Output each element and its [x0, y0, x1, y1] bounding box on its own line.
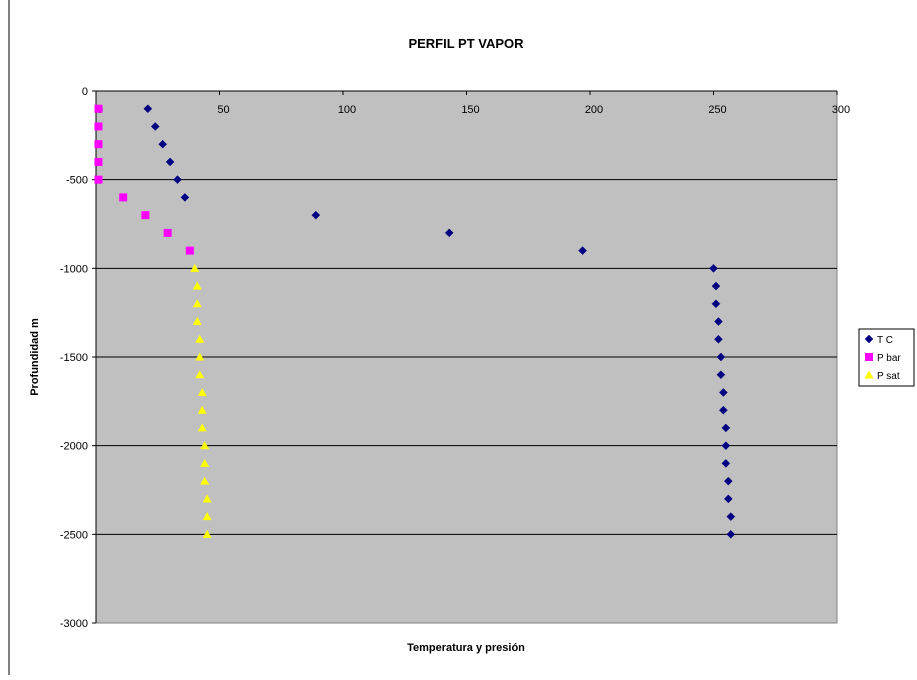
data-point — [150, 122, 160, 131]
chart-title: PERFIL PT VAPOR — [408, 36, 524, 51]
x-axis-label: Temperatura y presión — [407, 642, 525, 654]
series-p-bar — [94, 104, 194, 255]
data-point — [197, 405, 207, 414]
x-tick-label: 100 — [338, 104, 356, 116]
data-point — [714, 317, 723, 326]
y-axis-label: Profundidad m — [29, 318, 41, 396]
data-point — [163, 228, 172, 237]
x-tick-label: 50 — [217, 104, 229, 116]
data-point — [202, 494, 212, 503]
data-point — [143, 104, 153, 114]
legend: T C P bar P sat — [858, 328, 915, 387]
y-tick-label: -2500 — [60, 529, 88, 541]
y-tick-label: -1500 — [60, 352, 88, 364]
x-tick-label: 300 — [832, 104, 850, 116]
data-point — [195, 334, 205, 343]
data-point — [714, 334, 723, 344]
legend-label-p-sat: P sat — [877, 371, 900, 382]
legend-label-p-bar: P bar — [877, 353, 901, 364]
data-point — [716, 370, 726, 380]
y-tick-label: -1000 — [60, 263, 88, 275]
data-point — [94, 122, 103, 131]
data-point — [723, 476, 733, 486]
y-tick-label: -2000 — [60, 441, 88, 453]
data-point — [200, 458, 210, 467]
data-point — [195, 352, 205, 361]
legend-label-t-c: T C — [877, 335, 893, 346]
data-point — [709, 263, 718, 273]
data-point — [94, 175, 103, 184]
legend-marker-p-sat — [864, 370, 874, 379]
data-point — [190, 263, 200, 272]
data-point — [195, 370, 205, 379]
data-point — [197, 387, 207, 396]
data-point — [192, 317, 202, 326]
data-point — [726, 529, 736, 539]
data-point — [119, 193, 128, 202]
data-point — [192, 281, 202, 290]
data-point — [726, 512, 736, 521]
data-point — [180, 193, 190, 202]
data-point — [311, 210, 321, 220]
x-tick-label: 250 — [708, 104, 726, 116]
data-point — [719, 405, 728, 415]
tick-labels: 0501001502002503000-500-1000-1500-2000-2… — [60, 86, 850, 630]
legend-marker-p-bar — [865, 353, 873, 361]
data-point — [141, 211, 150, 220]
data-point — [200, 476, 210, 485]
y-tick-label: -500 — [66, 175, 88, 187]
data-point — [721, 423, 731, 433]
grid-lines — [96, 179, 837, 535]
data-point — [723, 494, 733, 504]
data-point — [94, 140, 103, 149]
data-point — [185, 246, 194, 255]
data-point — [158, 139, 168, 149]
x-tick-label: 150 — [461, 104, 479, 116]
series-p-sat — [190, 263, 212, 538]
data-point — [716, 352, 726, 362]
legend-marker-t-c — [864, 334, 874, 344]
data-point — [165, 157, 175, 167]
legend-markers — [864, 334, 874, 379]
data-point — [578, 246, 587, 255]
data-point — [202, 512, 212, 521]
data-series — [94, 104, 736, 539]
data-point — [200, 441, 210, 450]
data-point — [721, 441, 731, 451]
data-point — [197, 423, 207, 432]
data-point — [721, 459, 731, 468]
y-tick-label: 0 — [82, 86, 88, 98]
data-point — [94, 104, 103, 113]
data-point — [444, 228, 454, 238]
data-point — [711, 299, 721, 309]
data-point — [94, 157, 103, 166]
x-tick-label: 200 — [585, 104, 603, 116]
data-point — [719, 388, 728, 397]
y-tick-label: -3000 — [60, 618, 88, 630]
data-point — [711, 281, 721, 291]
data-point — [173, 175, 182, 185]
series-t-c — [143, 104, 736, 539]
data-point — [202, 529, 212, 538]
data-point — [192, 299, 202, 308]
